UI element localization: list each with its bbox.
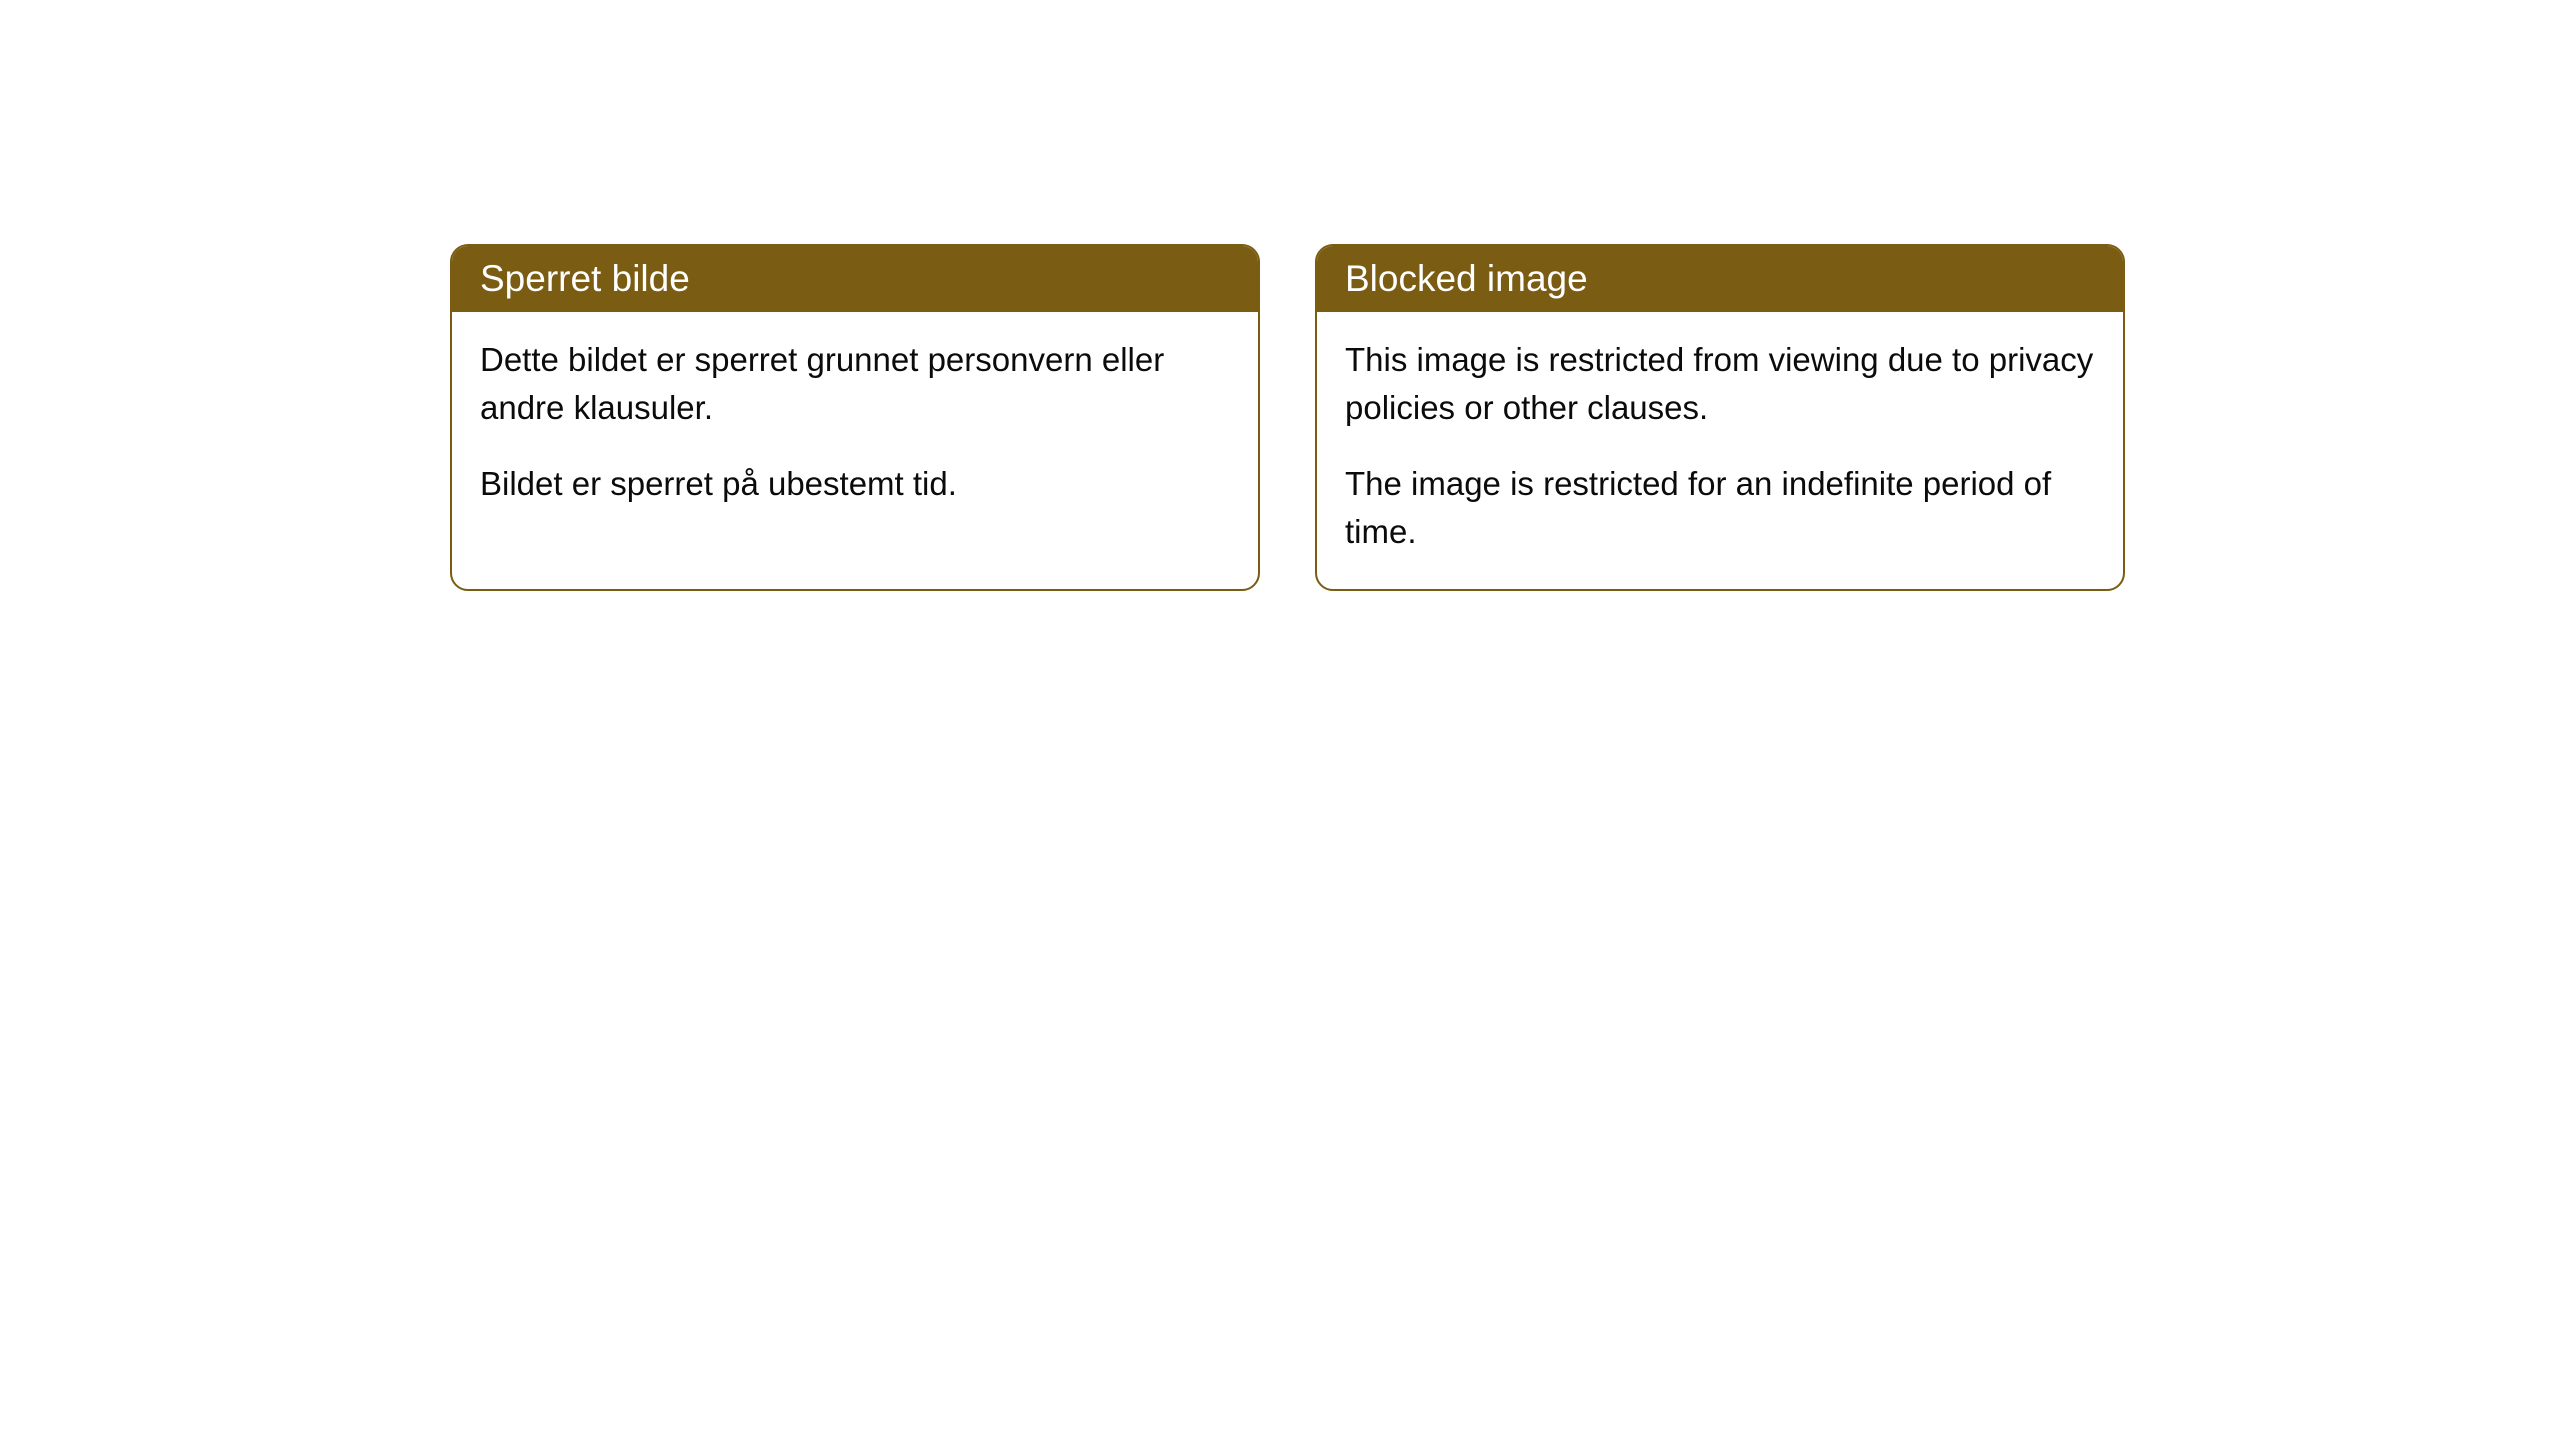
card-title: Sperret bilde — [452, 246, 1258, 312]
blocked-image-card-en: Blocked image This image is restricted f… — [1315, 244, 2125, 591]
notice-cards-container: Sperret bilde Dette bildet er sperret gr… — [450, 244, 2125, 591]
card-paragraph: The image is restricted for an indefinit… — [1345, 460, 2095, 556]
card-body: Dette bildet er sperret grunnet personve… — [452, 312, 1258, 542]
card-paragraph: This image is restricted from viewing du… — [1345, 336, 2095, 432]
card-title: Blocked image — [1317, 246, 2123, 312]
blocked-image-card-no: Sperret bilde Dette bildet er sperret gr… — [450, 244, 1260, 591]
card-body: This image is restricted from viewing du… — [1317, 312, 2123, 589]
card-paragraph: Dette bildet er sperret grunnet personve… — [480, 336, 1230, 432]
card-paragraph: Bildet er sperret på ubestemt tid. — [480, 460, 1230, 508]
